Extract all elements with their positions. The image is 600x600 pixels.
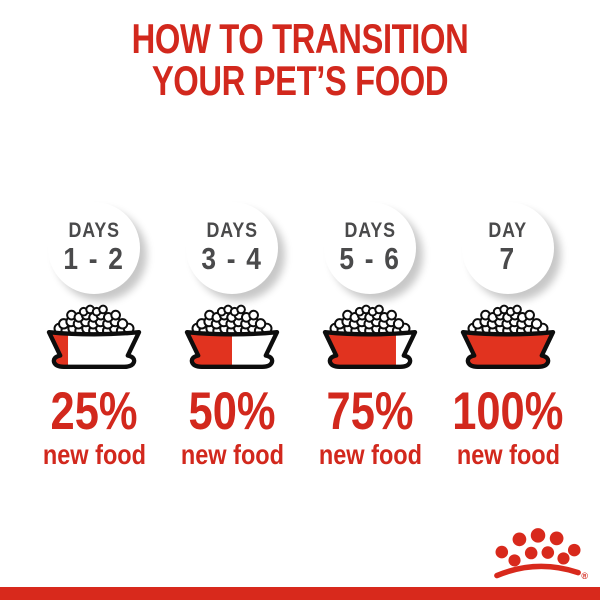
percent-new-food: 25% <box>50 382 138 441</box>
step-column-days-5-6: DAYS 5 - 6 75% new food <box>301 202 439 469</box>
percent-caption: new food <box>180 439 284 470</box>
registered-trademark-symbol: ® <box>581 571 588 581</box>
day-badge-range: 5 - 6 <box>339 241 401 277</box>
day-badge-range: 7 <box>499 241 517 277</box>
day-badge-label: DAY <box>488 219 528 243</box>
food-bowl-icon-25 <box>42 301 146 372</box>
day-badge-range: 1 - 2 <box>63 241 125 277</box>
step-column-day-7: DAY 7 100% new food <box>439 202 577 469</box>
food-bowl-icon-75 <box>318 301 422 372</box>
royal-canin-crown-logo: ® <box>492 526 588 584</box>
title-line-1: HOW TO TRANSITION <box>131 15 469 62</box>
day-badge: DAYS 1 - 2 <box>48 202 140 294</box>
step-column-days-1-2: DAYS 1 - 2 25% new food <box>25 202 163 469</box>
percent-caption: new food <box>42 439 146 470</box>
food-bowl-icon-50 <box>180 301 284 372</box>
day-badge-label: DAYS <box>344 219 396 243</box>
day-badge-label: DAYS <box>206 219 258 243</box>
percent-new-food: 75% <box>326 382 414 441</box>
day-badge-range: 3 - 4 <box>201 241 263 277</box>
title-line-2: YOUR PET’S FOOD <box>151 57 449 104</box>
percent-new-food: 100% <box>452 382 564 441</box>
percent-caption: new food <box>456 439 560 470</box>
food-bowl-icon-100 <box>456 301 560 372</box>
transition-steps: DAYS 1 - 2 25% new food DAYS 3 - 4 <box>25 202 577 469</box>
step-column-days-3-4: DAYS 3 - 4 50% new food <box>163 202 301 469</box>
percent-new-food: 50% <box>188 382 276 441</box>
page-title: HOW TO TRANSITION YOUR PET’S FOOD <box>0 18 600 102</box>
brand-bar <box>0 587 600 600</box>
day-badge: DAY 7 <box>462 202 554 294</box>
day-badge-label: DAYS <box>68 219 120 243</box>
day-badge: DAYS 3 - 4 <box>186 202 278 294</box>
percent-caption: new food <box>318 439 422 470</box>
day-badge: DAYS 5 - 6 <box>324 202 416 294</box>
